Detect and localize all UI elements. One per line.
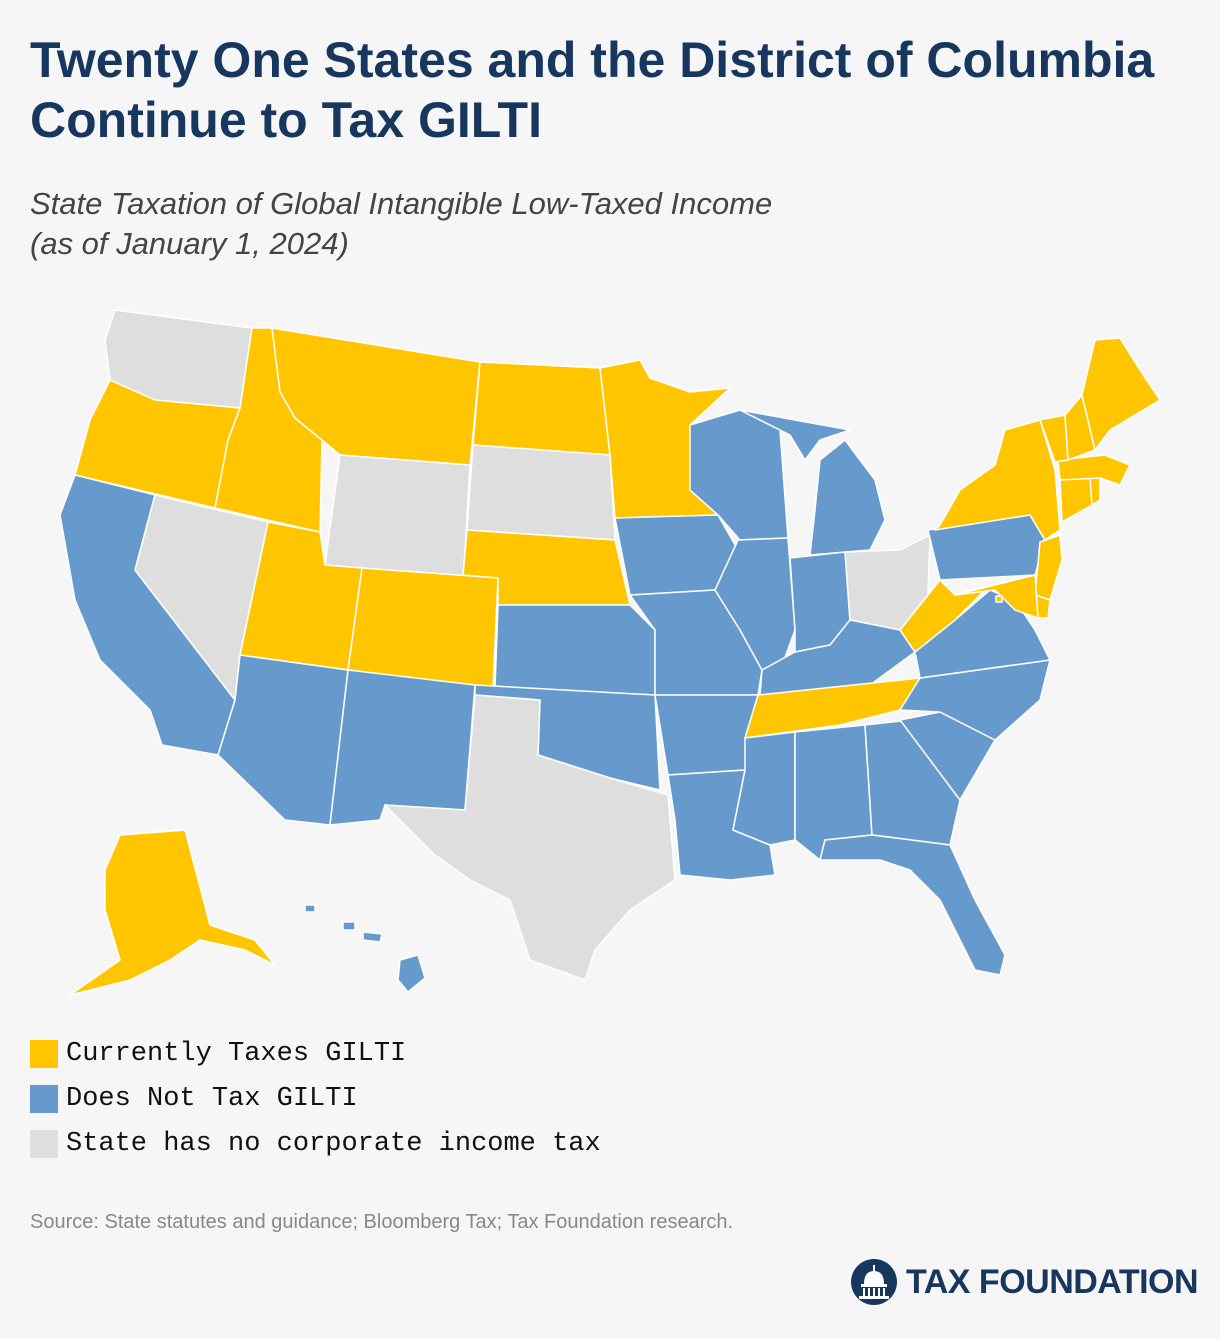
state-AZ bbox=[217, 654, 349, 826]
state-DC bbox=[995, 595, 1003, 603]
state-SC bbox=[899, 711, 996, 801]
subtitle-line-1: State Taxation of Global Intangible Low-… bbox=[30, 186, 773, 221]
state-FL bbox=[819, 834, 1006, 976]
state-MI bbox=[739, 409, 886, 556]
state-MD bbox=[954, 574, 1039, 619]
chart-title: Twenty One States and the District of Co… bbox=[30, 32, 1155, 148]
capitol-dome-icon bbox=[851, 1259, 897, 1305]
subtitle-line-2: (as of January 1, 2024) bbox=[30, 226, 349, 261]
us-state-map bbox=[59, 309, 1161, 996]
state-SD bbox=[466, 444, 616, 541]
legend-label-no-tax: Does Not Tax GILTI bbox=[66, 1084, 358, 1114]
state-CO bbox=[347, 567, 499, 689]
state-WV bbox=[899, 579, 991, 653]
legend-swatch-no-tax bbox=[30, 1085, 58, 1113]
legend-item-no-tax: Does Not Tax GILTI bbox=[30, 1082, 601, 1116]
state-ME bbox=[1081, 337, 1161, 451]
state-MA bbox=[1057, 454, 1131, 486]
state-NY bbox=[934, 419, 1061, 541]
state-NM bbox=[329, 669, 476, 826]
state-KS bbox=[494, 604, 656, 696]
map-legend: Currently Taxes GILTI Does Not Tax GILTI… bbox=[30, 1037, 601, 1172]
logo-text: TAX FOUNDATION bbox=[906, 1262, 1199, 1301]
legend-label-taxes: Currently Taxes GILTI bbox=[66, 1039, 407, 1069]
state-AK bbox=[69, 829, 276, 996]
legend-item-taxes: Currently Taxes GILTI bbox=[30, 1037, 601, 1071]
state-NJ bbox=[1034, 534, 1063, 601]
state-WY bbox=[324, 454, 471, 586]
legend-label-no-cit: State has no corporate income tax bbox=[66, 1129, 601, 1159]
state-TX bbox=[384, 694, 676, 981]
state-TN bbox=[744, 677, 921, 739]
legend-swatch-no-cit bbox=[30, 1130, 58, 1158]
legend-item-no-cit: State has no corporate income tax bbox=[30, 1127, 601, 1161]
source-note: Source: State statutes and guidance; Blo… bbox=[30, 1211, 734, 1233]
legend-swatch-taxes bbox=[30, 1040, 58, 1068]
state-HI bbox=[304, 904, 426, 993]
state-CT bbox=[1059, 477, 1093, 523]
state-ND bbox=[472, 361, 611, 456]
state-AR bbox=[654, 694, 759, 776]
tax-foundation-logo: TAX FOUNDATION bbox=[850, 1258, 1199, 1306]
state-RI bbox=[1089, 477, 1101, 506]
chart-subtitle: State Taxation of Global Intangible Low-… bbox=[30, 184, 1130, 264]
